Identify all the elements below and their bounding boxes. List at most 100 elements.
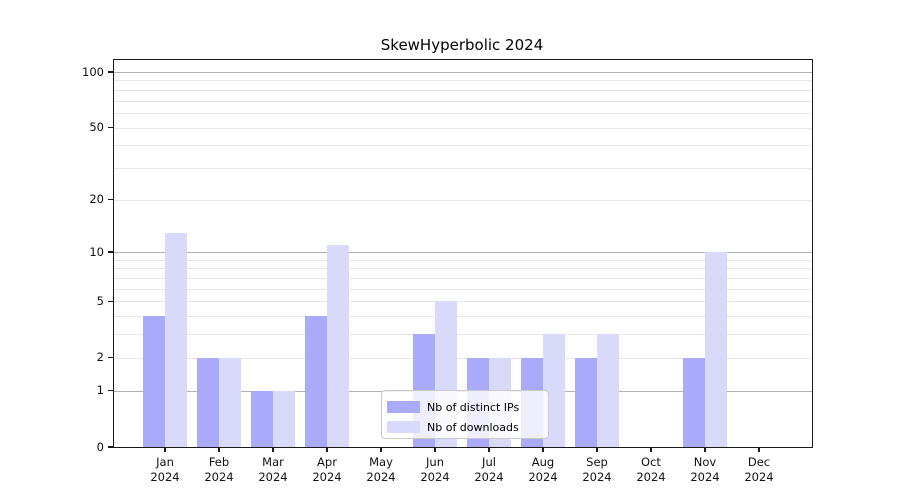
x-tick-label: Feb 2024	[189, 455, 249, 485]
y-tick-label: 10	[89, 244, 104, 259]
axes-layer: 0 1 2 5 10 20 50 100 Jan 2024 Feb 2024 Mar 2024 Apr 202…	[82, 60, 812, 484]
minor-gridline	[114, 80, 812, 82]
x-tick-mark	[272, 447, 274, 452]
bar-distinct-ips	[575, 357, 597, 447]
x-tick-label: May 2024	[351, 455, 411, 485]
major-gridline	[114, 252, 812, 254]
y-tick-mark	[108, 126, 114, 129]
minor-gridline	[114, 357, 812, 359]
major-gridline	[114, 72, 812, 73]
bar-distinct-ips	[305, 316, 327, 447]
bar-downloads	[705, 252, 727, 447]
x-tick-mark	[488, 447, 490, 452]
x-tick-label: Mar 2024	[243, 455, 303, 485]
x-tick-mark	[704, 447, 706, 452]
minor-gridline	[114, 89, 812, 91]
x-tick-label-year: 2024	[636, 470, 666, 484]
minor-gridline	[114, 334, 812, 336]
legend-item: Nb of distinct IPs	[387, 397, 548, 417]
x-tick-label-month: Jun	[426, 455, 444, 469]
x-tick-label-year: 2024	[366, 470, 396, 484]
x-tick-label-month: Nov	[693, 455, 717, 469]
x-tick-mark	[758, 447, 760, 452]
x-tick-label-month: Mar	[262, 455, 284, 469]
x-tick-mark	[596, 447, 598, 452]
y-tick-mark	[108, 446, 114, 448]
bar-downloads	[327, 245, 349, 447]
minor-gridline	[114, 316, 812, 318]
y-tick-label: 0	[96, 439, 104, 454]
minor-gridline	[114, 145, 812, 147]
x-tick-label-year: 2024	[474, 470, 504, 484]
x-tick-mark	[326, 447, 328, 452]
y-tick-mark	[108, 357, 114, 359]
bar-downloads	[219, 357, 241, 447]
bar-downloads	[273, 390, 295, 447]
x-tick-label: Nov 2024	[675, 455, 735, 485]
x-tick-label-year: 2024	[204, 470, 234, 484]
x-tick-label-year: 2024	[312, 470, 342, 484]
x-tick-mark	[164, 447, 166, 452]
y-tick-label: 2	[96, 350, 104, 365]
minor-gridline	[114, 268, 812, 270]
x-tick-label-year: 2024	[582, 470, 612, 484]
bar-downloads	[597, 334, 619, 447]
y-tick-mark	[108, 71, 114, 73]
x-tick-label-year: 2024	[150, 470, 180, 484]
y-tick-mark	[108, 198, 114, 201]
y-tick-label: 50	[89, 120, 104, 135]
x-tick-label-month: Jan	[156, 455, 174, 469]
bar-distinct-ips	[143, 316, 165, 447]
minor-gridline	[114, 259, 812, 261]
y-tick-label: 5	[96, 293, 104, 308]
x-tick-label: Jul 2024	[459, 455, 519, 485]
legend-label: Nb of downloads	[427, 420, 519, 434]
x-tick-label-year: 2024	[258, 470, 288, 484]
x-tick-label: Apr 2024	[297, 455, 357, 485]
minor-gridline	[114, 278, 812, 280]
x-tick-mark	[542, 447, 544, 452]
x-tick-label-month: May	[369, 455, 393, 469]
minor-gridline	[114, 167, 812, 169]
x-tick-label: Jan 2024	[135, 455, 195, 485]
x-tick-label-month: Dec	[747, 455, 771, 469]
x-tick-label-month: Feb	[208, 455, 230, 469]
minor-gridline	[114, 112, 812, 114]
minor-gridline	[114, 288, 812, 290]
x-tick-label: Sep 2024	[567, 455, 627, 485]
bar-distinct-ips	[251, 390, 273, 447]
legend: Nb of distinct IPs Nb of downloads	[381, 390, 549, 439]
bar-distinct-ips	[683, 357, 705, 447]
x-tick-label: Oct 2024	[621, 455, 681, 485]
bar-downloads	[165, 232, 187, 447]
x-tick-label-month: Oct	[641, 455, 661, 469]
x-tick-label: Dec 2024	[729, 455, 789, 485]
y-tick-label: 20	[89, 192, 104, 207]
x-tick-label: Jun 2024	[405, 455, 465, 485]
x-tick-label-month: Sep	[586, 455, 608, 469]
y-tick-label: 100	[82, 64, 104, 79]
x-tick-mark	[434, 447, 436, 452]
x-tick-label-month: Apr	[317, 455, 337, 469]
y-tick-mark	[108, 389, 114, 392]
legend-item: Nb of downloads	[387, 417, 548, 437]
x-tick-label-year: 2024	[420, 470, 450, 484]
x-tick-label-month: Aug	[531, 455, 555, 469]
x-tick-label-month: Jul	[482, 455, 496, 469]
bar-distinct-ips	[197, 357, 219, 447]
x-tick-mark	[650, 447, 652, 452]
x-tick-label-year: 2024	[690, 470, 720, 484]
legend-swatch	[387, 401, 420, 413]
chart-title: SkewHyperbolic 2024	[380, 36, 544, 54]
x-tick-label-year: 2024	[744, 470, 774, 484]
x-tick-label: Aug 2024	[513, 455, 573, 485]
y-tick-label: 1	[96, 383, 104, 398]
legend-swatch	[387, 421, 420, 433]
x-tick-mark	[218, 447, 220, 452]
minor-gridline	[114, 199, 812, 201]
plot-area: 0 1 2 5 10 20 50 100 Jan 2024 Feb 2024 Mar 2024 Apr 202…	[82, 59, 813, 484]
minor-gridline	[114, 301, 812, 303]
legend-label: Nb of distinct IPs	[427, 400, 520, 414]
y-tick-mark	[108, 251, 114, 253]
